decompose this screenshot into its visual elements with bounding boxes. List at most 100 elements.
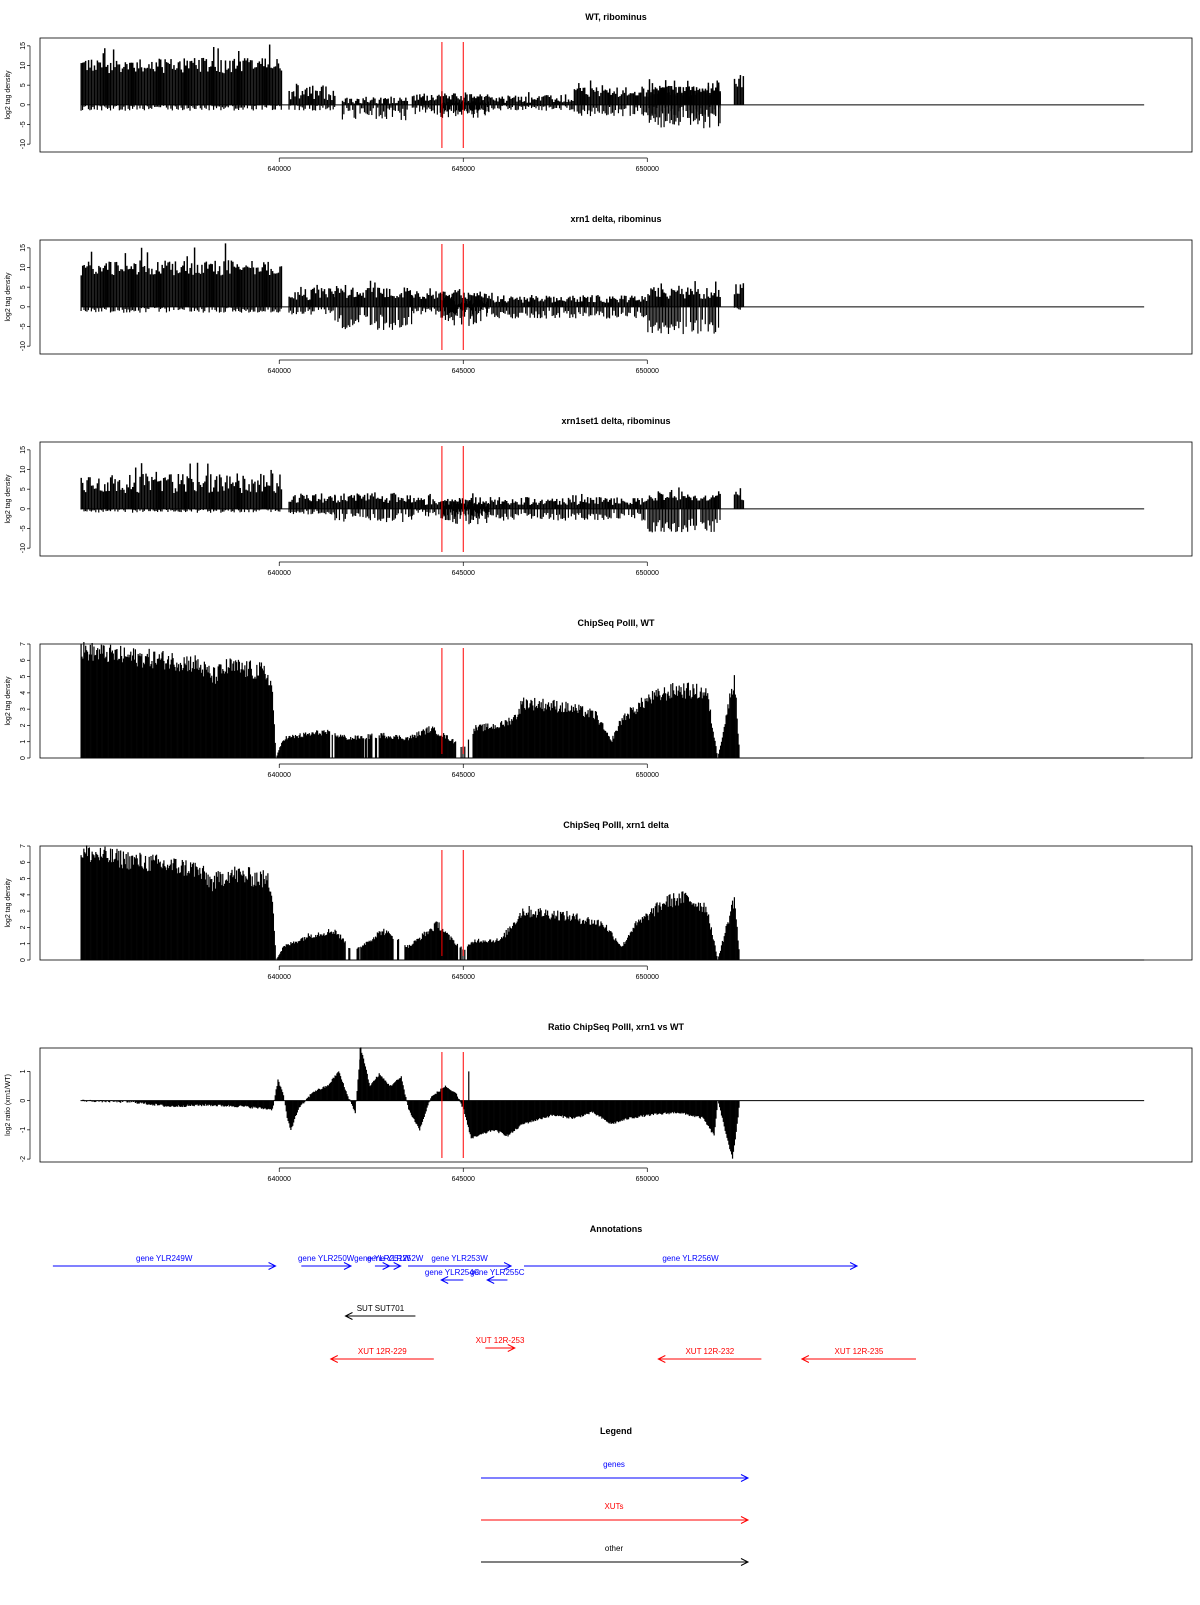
bar: [712, 83, 713, 105]
annotation-gene: gene YLR255C: [470, 1268, 525, 1284]
y-tick-label: 10: [20, 62, 27, 70]
bar: [367, 288, 368, 307]
bar: [516, 105, 517, 110]
bar: [569, 105, 570, 110]
bar: [288, 502, 289, 509]
bar: [716, 86, 717, 105]
bar: [120, 269, 121, 307]
bar: [129, 269, 130, 307]
bar: [515, 501, 516, 508]
bar: [365, 307, 366, 317]
bar: [572, 307, 573, 317]
bar: [665, 498, 666, 509]
bar: [694, 496, 695, 509]
bar: [346, 298, 347, 307]
bar: [518, 97, 519, 105]
y-tick-label: 2: [20, 723, 27, 727]
bar: [416, 291, 417, 307]
bar: [531, 504, 532, 509]
bar: [357, 99, 358, 105]
bar: [644, 501, 645, 508]
bar: [538, 105, 539, 110]
bar: [426, 105, 427, 110]
bar: [559, 105, 560, 108]
bar: [260, 64, 261, 105]
bar: [684, 298, 685, 306]
bar: [139, 105, 140, 109]
y-tick-label: -10: [20, 341, 27, 351]
bar: [178, 273, 179, 307]
bar: [630, 307, 631, 313]
bar: [737, 494, 738, 508]
bar: [680, 294, 681, 307]
y-tick-label: 0: [20, 507, 27, 511]
bar: [113, 105, 114, 109]
bar: [477, 505, 478, 509]
bar: [718, 491, 719, 509]
bar: [638, 500, 639, 509]
bar: [247, 58, 248, 105]
bar: [583, 105, 584, 110]
bar: [401, 307, 402, 327]
bar: [625, 296, 626, 307]
bar: [612, 93, 613, 105]
bar: [691, 105, 692, 113]
bar: [709, 93, 710, 105]
bar: [339, 509, 340, 520]
bar: [515, 96, 516, 105]
annotation-other: SUT SUT701: [345, 1304, 415, 1320]
bar: [683, 294, 684, 307]
bar: [719, 93, 720, 104]
bar: [627, 503, 628, 509]
bar: [549, 509, 550, 519]
bar: [534, 99, 535, 105]
bar: [527, 298, 528, 306]
bar: [256, 492, 257, 509]
bar: [690, 509, 691, 526]
bar: [154, 71, 155, 104]
bar: [343, 105, 344, 114]
bar: [690, 289, 691, 307]
bar: [217, 492, 218, 509]
bar: [662, 105, 663, 114]
bar: [325, 294, 326, 307]
bar: [319, 91, 320, 105]
bar: [167, 63, 168, 105]
bar: [386, 105, 387, 119]
bar: [575, 307, 576, 318]
bar: [402, 498, 403, 508]
bar: [656, 500, 657, 508]
bar: [708, 307, 709, 332]
bar: [437, 298, 438, 307]
bar: [376, 307, 377, 322]
bar: [319, 500, 320, 509]
bar: [699, 105, 700, 121]
bar: [568, 307, 569, 311]
bar: [449, 509, 450, 520]
bar: [379, 307, 380, 328]
bar: [389, 509, 390, 518]
bar: [486, 509, 487, 523]
bar: [106, 67, 107, 105]
bar: [389, 289, 390, 307]
bar: [133, 483, 134, 509]
bar: [239, 509, 240, 512]
bar: [278, 486, 279, 508]
bar: [588, 307, 589, 317]
bar: [702, 509, 703, 524]
bar: [649, 295, 650, 307]
bar: [668, 307, 669, 334]
bar: [399, 294, 400, 306]
bar: [217, 48, 218, 104]
bar: [435, 509, 436, 516]
bar: [364, 298, 365, 307]
bar: [186, 476, 187, 508]
bar: [621, 296, 622, 307]
bar: [619, 96, 620, 105]
bar: [135, 264, 136, 307]
bar: [603, 500, 604, 509]
annotations-title: Annotations: [590, 1224, 643, 1234]
bar: [270, 269, 271, 307]
bar: [82, 63, 83, 105]
bar: [544, 300, 545, 307]
